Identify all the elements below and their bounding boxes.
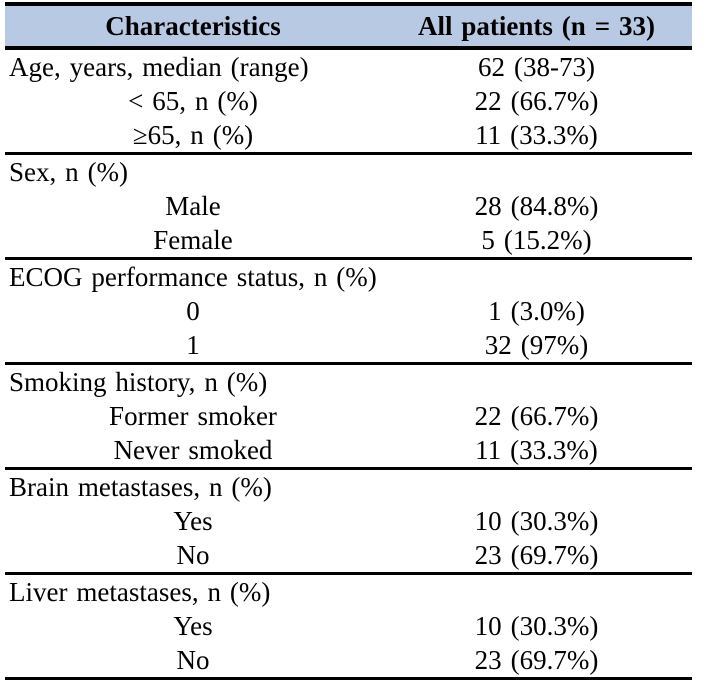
row-value: 23 (69.7%) (474, 644, 599, 675)
section-divider (5, 467, 692, 470)
row-label: Never smoked (113, 434, 273, 465)
table-row: No 23 (69.7%) (5, 643, 692, 677)
section-ecog: ECOG performance status, n (%) 0 1 (3.0%… (5, 260, 692, 362)
table-row: No 23 (69.7%) (5, 538, 692, 572)
header-bottom-rule (5, 46, 692, 50)
patient-characteristics-table: Characteristics All patients (n = 33) Ag… (5, 2, 692, 680)
table-row: Yes 10 (30.3%) (5, 609, 692, 643)
row-value: 5 (15.2%) (481, 224, 592, 255)
section-divider (5, 362, 692, 365)
row-value: 62 (38-73) (478, 51, 595, 82)
row-label: < 65, n (%) (128, 85, 258, 116)
table-row: Liver metastases, n (%) (5, 575, 692, 609)
table-header-row: Characteristics All patients (n = 33) (5, 6, 692, 46)
table-row: 1 32 (97%) (5, 328, 692, 362)
row-value: 28 (84.8%) (474, 190, 599, 221)
table-row: Male 28 (84.8%) (5, 189, 692, 223)
table-row: Age, years, median (range) 62 (38-73) (5, 50, 692, 84)
table-row: Brain metastases, n (%) (5, 470, 692, 504)
header-characteristics: Characteristics (105, 10, 281, 41)
header-all-patients: All patients (n = 33) (417, 10, 656, 41)
table-row: Sex, n (%) (5, 155, 692, 189)
section-smoking: Smoking history, n (%) Former smoker 22 … (5, 365, 692, 467)
table-row: ECOG performance status, n (%) (5, 260, 692, 294)
table-row: Smoking history, n (%) (5, 365, 692, 399)
table-row: Never smoked 11 (33.3%) (5, 433, 692, 467)
row-value: 1 (3.0%) (488, 295, 585, 326)
row-value: 10 (30.3%) (474, 610, 599, 641)
row-value: 23 (69.7%) (474, 539, 599, 570)
row-value: 10 (30.3%) (474, 505, 599, 536)
section-liver-metastases: Liver metastases, n (%) Yes 10 (30.3%) N… (5, 575, 692, 677)
section-divider (5, 257, 692, 260)
row-value: 22 (66.7%) (474, 400, 599, 431)
row-label: Liver metastases, n (%) (9, 576, 271, 607)
row-value: 11 (33.3%) (475, 434, 598, 465)
row-label: Female (153, 224, 233, 255)
row-label: ≥65, n (%) (132, 119, 254, 150)
section-divider (5, 572, 692, 575)
row-label: Smoking history, n (%) (9, 366, 268, 397)
section-age: Age, years, median (range) 62 (38-73) < … (5, 50, 692, 152)
table-row: Female 5 (15.2%) (5, 223, 692, 257)
table-row: Former smoker 22 (66.7%) (5, 399, 692, 433)
row-label: 0 (186, 295, 200, 326)
row-label: Age, years, median (range) (9, 51, 309, 82)
row-label: Yes (173, 505, 213, 536)
table-row: Yes 10 (30.3%) (5, 504, 692, 538)
row-value: 32 (97%) (484, 329, 589, 360)
table-bottom-rule (5, 677, 692, 680)
row-label: Brain metastases, n (%) (9, 471, 272, 502)
row-label: No (176, 644, 210, 675)
section-sex: Sex, n (%) Male 28 (84.8%) Female 5 (15.… (5, 155, 692, 257)
row-label: Sex, n (%) (9, 156, 129, 187)
row-label: Former smoker (109, 400, 277, 431)
row-label: Male (165, 190, 221, 221)
table-row: 0 1 (3.0%) (5, 294, 692, 328)
row-label: 1 (186, 329, 200, 360)
section-brain-metastases: Brain metastases, n (%) Yes 10 (30.3%) N… (5, 470, 692, 572)
row-label: ECOG performance status, n (%) (9, 261, 377, 292)
table-row: ≥65, n (%) 11 (33.3%) (5, 118, 692, 152)
row-label: No (176, 539, 210, 570)
row-label: Yes (173, 610, 213, 641)
row-value: 22 (66.7%) (474, 85, 599, 116)
row-value: 11 (33.3%) (475, 119, 598, 150)
table-row: < 65, n (%) 22 (66.7%) (5, 84, 692, 118)
table-top-rule (5, 2, 692, 6)
section-divider (5, 152, 692, 155)
